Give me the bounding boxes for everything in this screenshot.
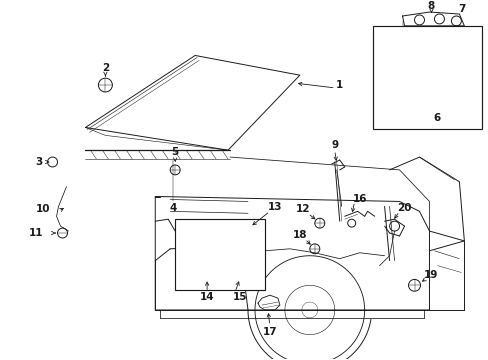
Text: 17: 17 [262,327,277,337]
Text: 11: 11 [29,228,43,238]
Text: 5: 5 [171,147,179,157]
Text: 13: 13 [267,202,282,212]
Text: 9: 9 [330,140,338,150]
Text: 8: 8 [427,1,434,11]
Bar [372,26,481,130]
Text: 12: 12 [295,204,309,214]
Text: 14: 14 [200,292,214,302]
Text: 16: 16 [352,194,366,203]
Bar [175,219,264,290]
Text: 3: 3 [35,157,42,167]
Text: 2: 2 [102,63,109,73]
Text: 20: 20 [396,203,411,213]
Text: 7: 7 [458,4,465,14]
Text: 15: 15 [232,292,247,302]
Text: 19: 19 [424,270,438,280]
Text: 1: 1 [335,80,343,90]
Text: 6: 6 [433,113,440,123]
Text: 4: 4 [169,203,177,213]
Text: 10: 10 [36,204,50,214]
Text: 18: 18 [292,230,306,240]
